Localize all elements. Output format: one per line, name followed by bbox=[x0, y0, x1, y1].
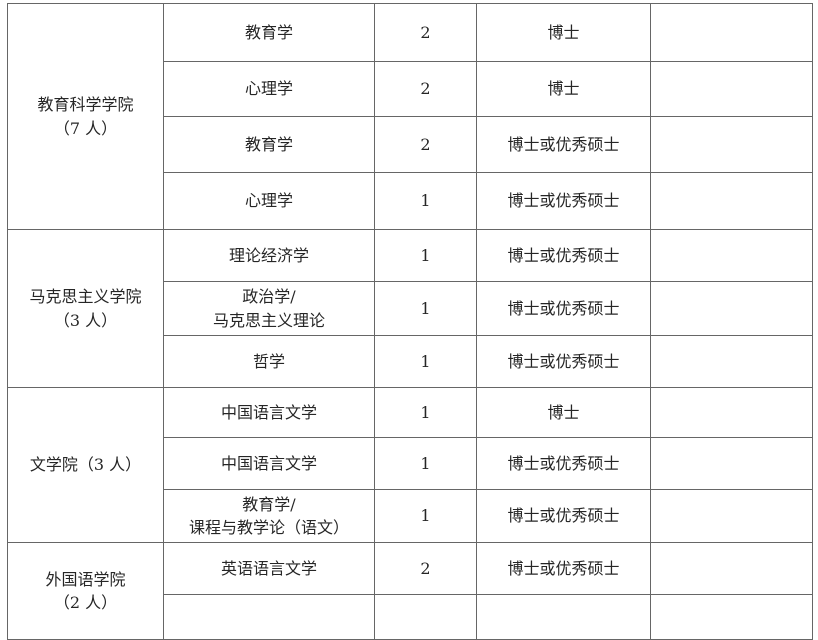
note-cell bbox=[650, 116, 813, 173]
note-cell bbox=[650, 489, 813, 543]
count-cell: 1 bbox=[374, 387, 477, 438]
recruitment-table: 教育科学学院 （7 人） 教育学 2 博士 心理学 2 博士 教育学 2 博士或… bbox=[7, 3, 813, 640]
note-cell bbox=[650, 335, 813, 388]
table-row: 教育科学学院 （7 人） 教育学 2 博士 bbox=[7, 3, 813, 230]
degree-cell: 博士或优秀硕士 bbox=[476, 116, 651, 173]
degree-cell: 博士 bbox=[476, 61, 651, 117]
college-cell: 文学院（3 人） bbox=[7, 387, 164, 543]
major-cell: 中国语言文学 bbox=[163, 437, 375, 490]
major-cell: 哲学 bbox=[163, 335, 375, 388]
count-cell: 2 bbox=[374, 61, 477, 117]
college-cell: 马克思主义学院 （3 人） bbox=[7, 229, 164, 388]
major-cell: 心理学 bbox=[163, 172, 375, 230]
count-cell: 1 bbox=[374, 335, 477, 388]
major-cell: 教育学 bbox=[163, 3, 375, 62]
note-cell bbox=[650, 542, 813, 595]
count-cell: 1 bbox=[374, 281, 477, 336]
table-row: 政治学/ 马克思主义理论 1 博士或优秀硕士 bbox=[8, 281, 813, 336]
major-cell: 英语语言文学 bbox=[163, 542, 375, 595]
count-cell: 1 bbox=[374, 489, 477, 543]
degree-cell: 博士或优秀硕士 bbox=[476, 489, 651, 543]
degree-cell: 博士或优秀硕士 bbox=[476, 172, 651, 230]
degree-cell: 博士或优秀硕士 bbox=[476, 335, 651, 388]
table-row: 中国语言文学 1 博士或优秀硕士 bbox=[8, 437, 813, 490]
note-cell bbox=[650, 61, 813, 117]
major-cell: 教育学 bbox=[163, 116, 375, 173]
major-cell: 中国语言文学 bbox=[163, 387, 375, 438]
degree-cell bbox=[476, 594, 651, 640]
degree-cell: 博士 bbox=[476, 3, 651, 62]
major-cell: 心理学 bbox=[163, 61, 375, 117]
note-cell bbox=[650, 387, 813, 438]
count-cell: 1 bbox=[374, 172, 477, 230]
count-cell: 1 bbox=[374, 437, 477, 490]
count-cell bbox=[374, 594, 477, 640]
count-cell: 2 bbox=[374, 116, 477, 173]
major-cell bbox=[163, 594, 375, 640]
note-cell bbox=[650, 594, 813, 640]
table-row: 心理学 1 博士或优秀硕士 bbox=[8, 172, 813, 230]
table-row: 心理学 2 博士 bbox=[8, 61, 813, 117]
table-row: 马克思主义学院 （3 人） 理论经济学 1 博士或优秀硕士 bbox=[7, 229, 813, 388]
note-cell bbox=[650, 172, 813, 230]
recruitment-table-section: 教育科学学院 （7 人） 教育学 2 博士 心理学 2 博士 教育学 2 博士或… bbox=[7, 3, 813, 640]
degree-cell: 博士或优秀硕士 bbox=[476, 542, 651, 595]
note-cell bbox=[650, 3, 813, 62]
table-row: 外国语学院 （2 人） 英语语言文学 2 博士或优秀硕士 bbox=[7, 542, 813, 640]
count-cell: 1 bbox=[374, 229, 477, 282]
table-row: 文学院（3 人） 中国语言文学 1 博士 bbox=[7, 387, 813, 543]
count-cell: 2 bbox=[374, 3, 477, 62]
note-cell bbox=[650, 281, 813, 336]
degree-cell: 博士或优秀硕士 bbox=[476, 281, 651, 336]
degree-cell: 博士 bbox=[476, 387, 651, 438]
major-cell: 政治学/ 马克思主义理论 bbox=[163, 281, 375, 336]
college-cell: 教育科学学院 （7 人） bbox=[7, 3, 164, 230]
note-cell bbox=[650, 437, 813, 490]
note-cell bbox=[650, 229, 813, 282]
table-row: 教育学 2 博士或优秀硕士 bbox=[8, 116, 813, 173]
major-cell: 教育学/ 课程与教学论（语文） bbox=[163, 489, 375, 543]
college-cell: 外国语学院 （2 人） bbox=[7, 542, 164, 640]
major-cell: 理论经济学 bbox=[163, 229, 375, 282]
degree-cell: 博士或优秀硕士 bbox=[476, 229, 651, 282]
degree-cell: 博士或优秀硕士 bbox=[476, 437, 651, 490]
count-cell: 2 bbox=[374, 542, 477, 595]
